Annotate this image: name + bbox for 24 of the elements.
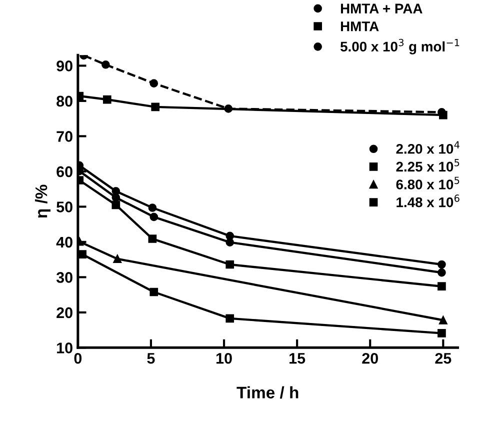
x-tick-label: 25	[435, 352, 452, 364]
legend-label: 2.25 x 10$^{5}$	[396, 159, 460, 172]
x-axis-title: Time / h	[236, 386, 298, 399]
legend-label: HMTA	[340, 22, 379, 32]
y-axis-title: η /%	[34, 184, 51, 218]
y-tick-label: 30	[56, 272, 72, 283]
x-tick-label: 0	[74, 352, 82, 364]
y-tick-label: 80	[56, 96, 72, 107]
legend-label: 5.00 x 10$^{3}$ g mol$^{−1}$	[340, 38, 460, 54]
y-tick-label: 70	[56, 131, 72, 142]
y-tick-label: 60	[56, 166, 72, 178]
x-tick-label: 5	[147, 353, 155, 364]
legend-label: HMTA + PAA	[340, 4, 422, 14]
y-tick-label: 50	[56, 202, 72, 212]
legend-label: 2.20 x 10$^{4}$	[396, 141, 460, 154]
legend-label: 1.48 x 10$^{6}$	[396, 194, 460, 208]
x-tick-label: 10	[216, 352, 232, 364]
y-tick-label: 10	[57, 342, 72, 354]
y-tick-label: 40	[56, 236, 72, 248]
y-tick-label: 90	[56, 60, 72, 72]
x-tick-label: 15	[290, 353, 306, 364]
legend-label: 6.80 x 10$^{5}$	[396, 176, 460, 190]
x-tick-label: 20	[362, 352, 378, 364]
y-tick-label: 20	[56, 307, 72, 318]
